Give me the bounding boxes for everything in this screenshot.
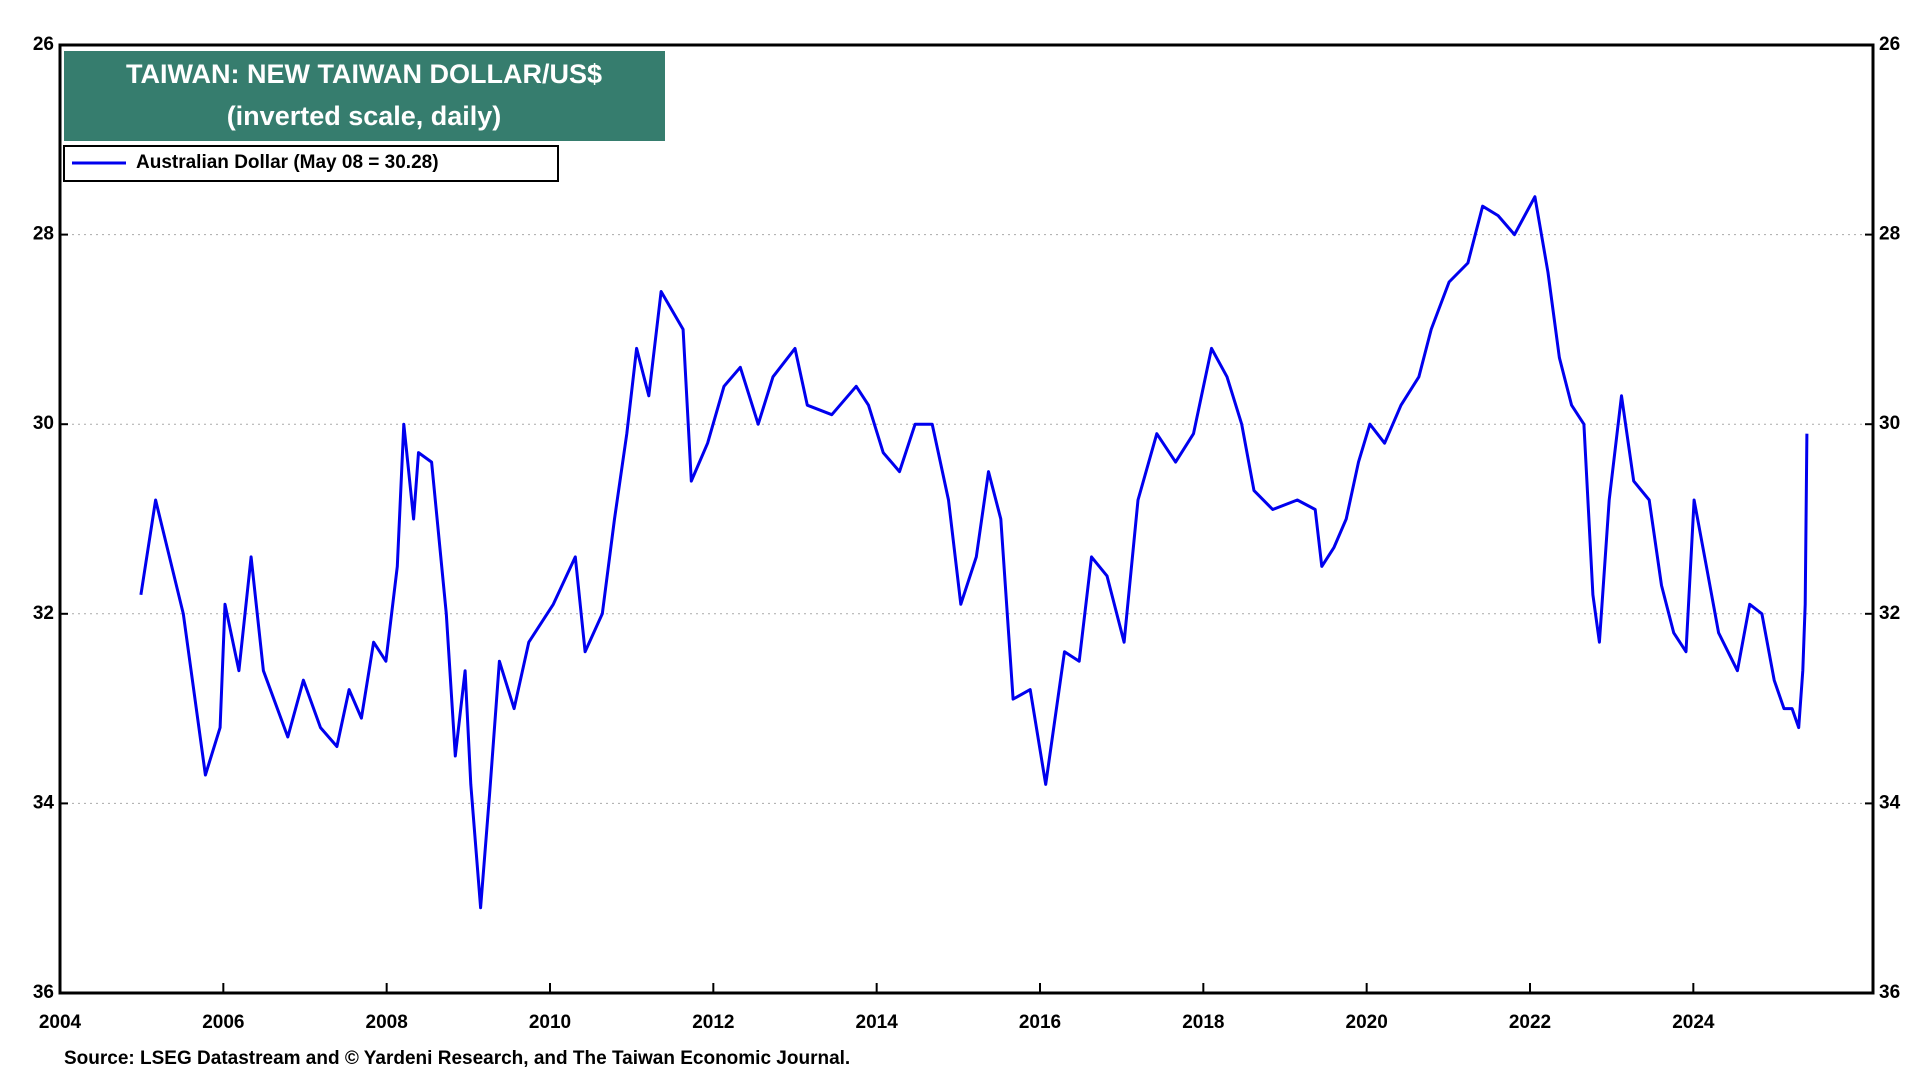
title-box: [64, 51, 665, 141]
y-tick-label: 30: [33, 413, 54, 434]
x-tick-label: 2016: [1019, 1012, 1061, 1033]
chart-subtitle: (inverted scale, daily): [227, 101, 502, 131]
y2-tick-label: 26: [1879, 34, 1900, 55]
y-tick-label: 36: [33, 982, 54, 1003]
y2-tick-label: 36: [1879, 982, 1900, 1003]
y2-tick-label: 34: [1879, 792, 1901, 813]
x-tick-label: 2008: [366, 1012, 408, 1033]
chart-title: TAIWAN: NEW TAIWAN DOLLAR/US$: [126, 59, 602, 89]
legend-box: [63, 145, 559, 182]
x-tick-label: 2014: [856, 1012, 899, 1033]
y-tick-label: 26: [33, 34, 54, 55]
x-tick-label: 2022: [1509, 1012, 1551, 1033]
y2-tick-label: 30: [1879, 413, 1900, 434]
x-tick-label: 2006: [202, 1012, 244, 1033]
x-tick-label: 2020: [1346, 1012, 1388, 1033]
y-tick-label: 28: [33, 224, 54, 245]
source-note: Source: LSEG Datastream and © Yardeni Re…: [64, 1048, 850, 1069]
series-line: [139, 195, 1809, 910]
x-tick-label: 2004: [39, 1012, 82, 1033]
legend-label: Australian Dollar (May 08 = 30.28): [136, 152, 439, 173]
y-tick-label: 34: [33, 792, 55, 813]
y-tick-label: 32: [33, 603, 54, 624]
x-tick-label: 2010: [529, 1012, 571, 1033]
x-tick-label: 2024: [1672, 1012, 1715, 1033]
x-tick-label: 2012: [692, 1012, 734, 1033]
y2-tick-label: 32: [1879, 603, 1900, 624]
y2-tick-label: 28: [1879, 224, 1900, 245]
x-tick-label: 2018: [1182, 1012, 1224, 1033]
plot-frame: [58, 43, 1875, 995]
